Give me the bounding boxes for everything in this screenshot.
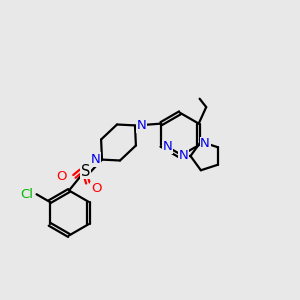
Text: S: S: [81, 164, 90, 178]
Text: N: N: [91, 153, 100, 166]
Text: O: O: [56, 170, 67, 183]
Text: N: N: [136, 119, 146, 132]
Text: O: O: [91, 182, 101, 196]
Text: Cl: Cl: [20, 188, 34, 201]
Text: N: N: [200, 137, 210, 150]
Text: N: N: [163, 140, 172, 153]
Text: N: N: [178, 149, 188, 163]
